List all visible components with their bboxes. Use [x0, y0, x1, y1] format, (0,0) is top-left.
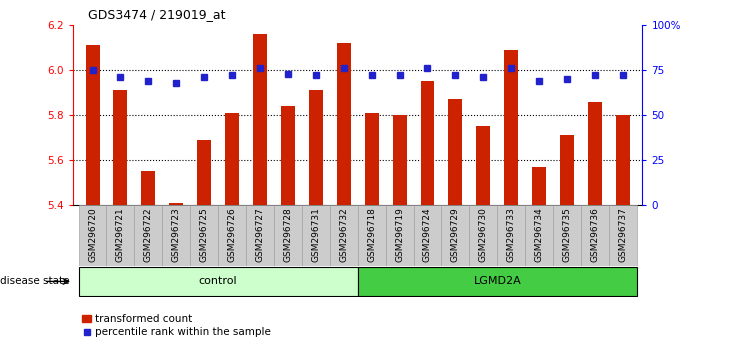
- Bar: [309, 90, 323, 205]
- Bar: [79, 205, 107, 266]
- Text: GSM296719: GSM296719: [395, 207, 404, 262]
- Bar: [225, 113, 239, 205]
- Text: GSM296722: GSM296722: [144, 207, 153, 262]
- Bar: [469, 205, 497, 266]
- Legend: transformed count, percentile rank within the sample: transformed count, percentile rank withi…: [78, 310, 275, 341]
- Bar: [107, 205, 134, 266]
- Bar: [197, 140, 211, 205]
- Bar: [218, 205, 246, 266]
- Bar: [477, 126, 491, 205]
- Text: disease state: disease state: [0, 276, 69, 286]
- Text: LGMD2A: LGMD2A: [473, 276, 521, 286]
- Bar: [393, 115, 407, 205]
- Bar: [442, 205, 469, 266]
- Text: GSM296728: GSM296728: [283, 207, 293, 262]
- Bar: [191, 205, 218, 266]
- Text: GSM296727: GSM296727: [255, 207, 264, 262]
- Text: GSM296720: GSM296720: [88, 207, 97, 262]
- Bar: [532, 167, 546, 205]
- Text: GSM296724: GSM296724: [423, 207, 432, 262]
- Bar: [588, 102, 602, 205]
- Bar: [113, 90, 128, 205]
- Bar: [246, 205, 274, 266]
- Text: GSM296726: GSM296726: [228, 207, 237, 262]
- Bar: [448, 99, 462, 205]
- Bar: [142, 171, 155, 205]
- Bar: [413, 205, 442, 266]
- Bar: [497, 205, 525, 266]
- Text: GSM296723: GSM296723: [172, 207, 181, 262]
- Bar: [169, 203, 183, 205]
- Text: GSM296721: GSM296721: [116, 207, 125, 262]
- Bar: [162, 205, 191, 266]
- Bar: [365, 113, 379, 205]
- Text: GSM296725: GSM296725: [200, 207, 209, 262]
- Bar: [560, 135, 574, 205]
- Text: GSM296737: GSM296737: [618, 207, 627, 262]
- Text: GSM296732: GSM296732: [339, 207, 348, 262]
- Text: GSM296736: GSM296736: [591, 207, 599, 262]
- Text: GSM296729: GSM296729: [451, 207, 460, 262]
- Bar: [302, 205, 330, 266]
- Bar: [337, 43, 350, 205]
- Bar: [581, 205, 609, 266]
- Bar: [253, 34, 267, 205]
- Bar: [420, 81, 434, 205]
- Text: GSM296731: GSM296731: [311, 207, 320, 262]
- Bar: [525, 205, 553, 266]
- Bar: [330, 205, 358, 266]
- Text: GDS3474 / 219019_at: GDS3474 / 219019_at: [88, 8, 225, 21]
- Bar: [553, 205, 581, 266]
- Bar: [85, 45, 99, 205]
- Text: GSM296730: GSM296730: [479, 207, 488, 262]
- Bar: [281, 106, 295, 205]
- Bar: [274, 205, 302, 266]
- Bar: [79, 267, 358, 296]
- Text: control: control: [199, 276, 237, 286]
- Bar: [358, 205, 385, 266]
- Text: GSM296718: GSM296718: [367, 207, 376, 262]
- Bar: [504, 50, 518, 205]
- Text: GSM296734: GSM296734: [534, 207, 544, 262]
- Bar: [358, 267, 637, 296]
- Bar: [134, 205, 162, 266]
- Text: GSM296733: GSM296733: [507, 207, 515, 262]
- Bar: [616, 115, 630, 205]
- Bar: [609, 205, 637, 266]
- Bar: [385, 205, 413, 266]
- Text: GSM296735: GSM296735: [563, 207, 572, 262]
